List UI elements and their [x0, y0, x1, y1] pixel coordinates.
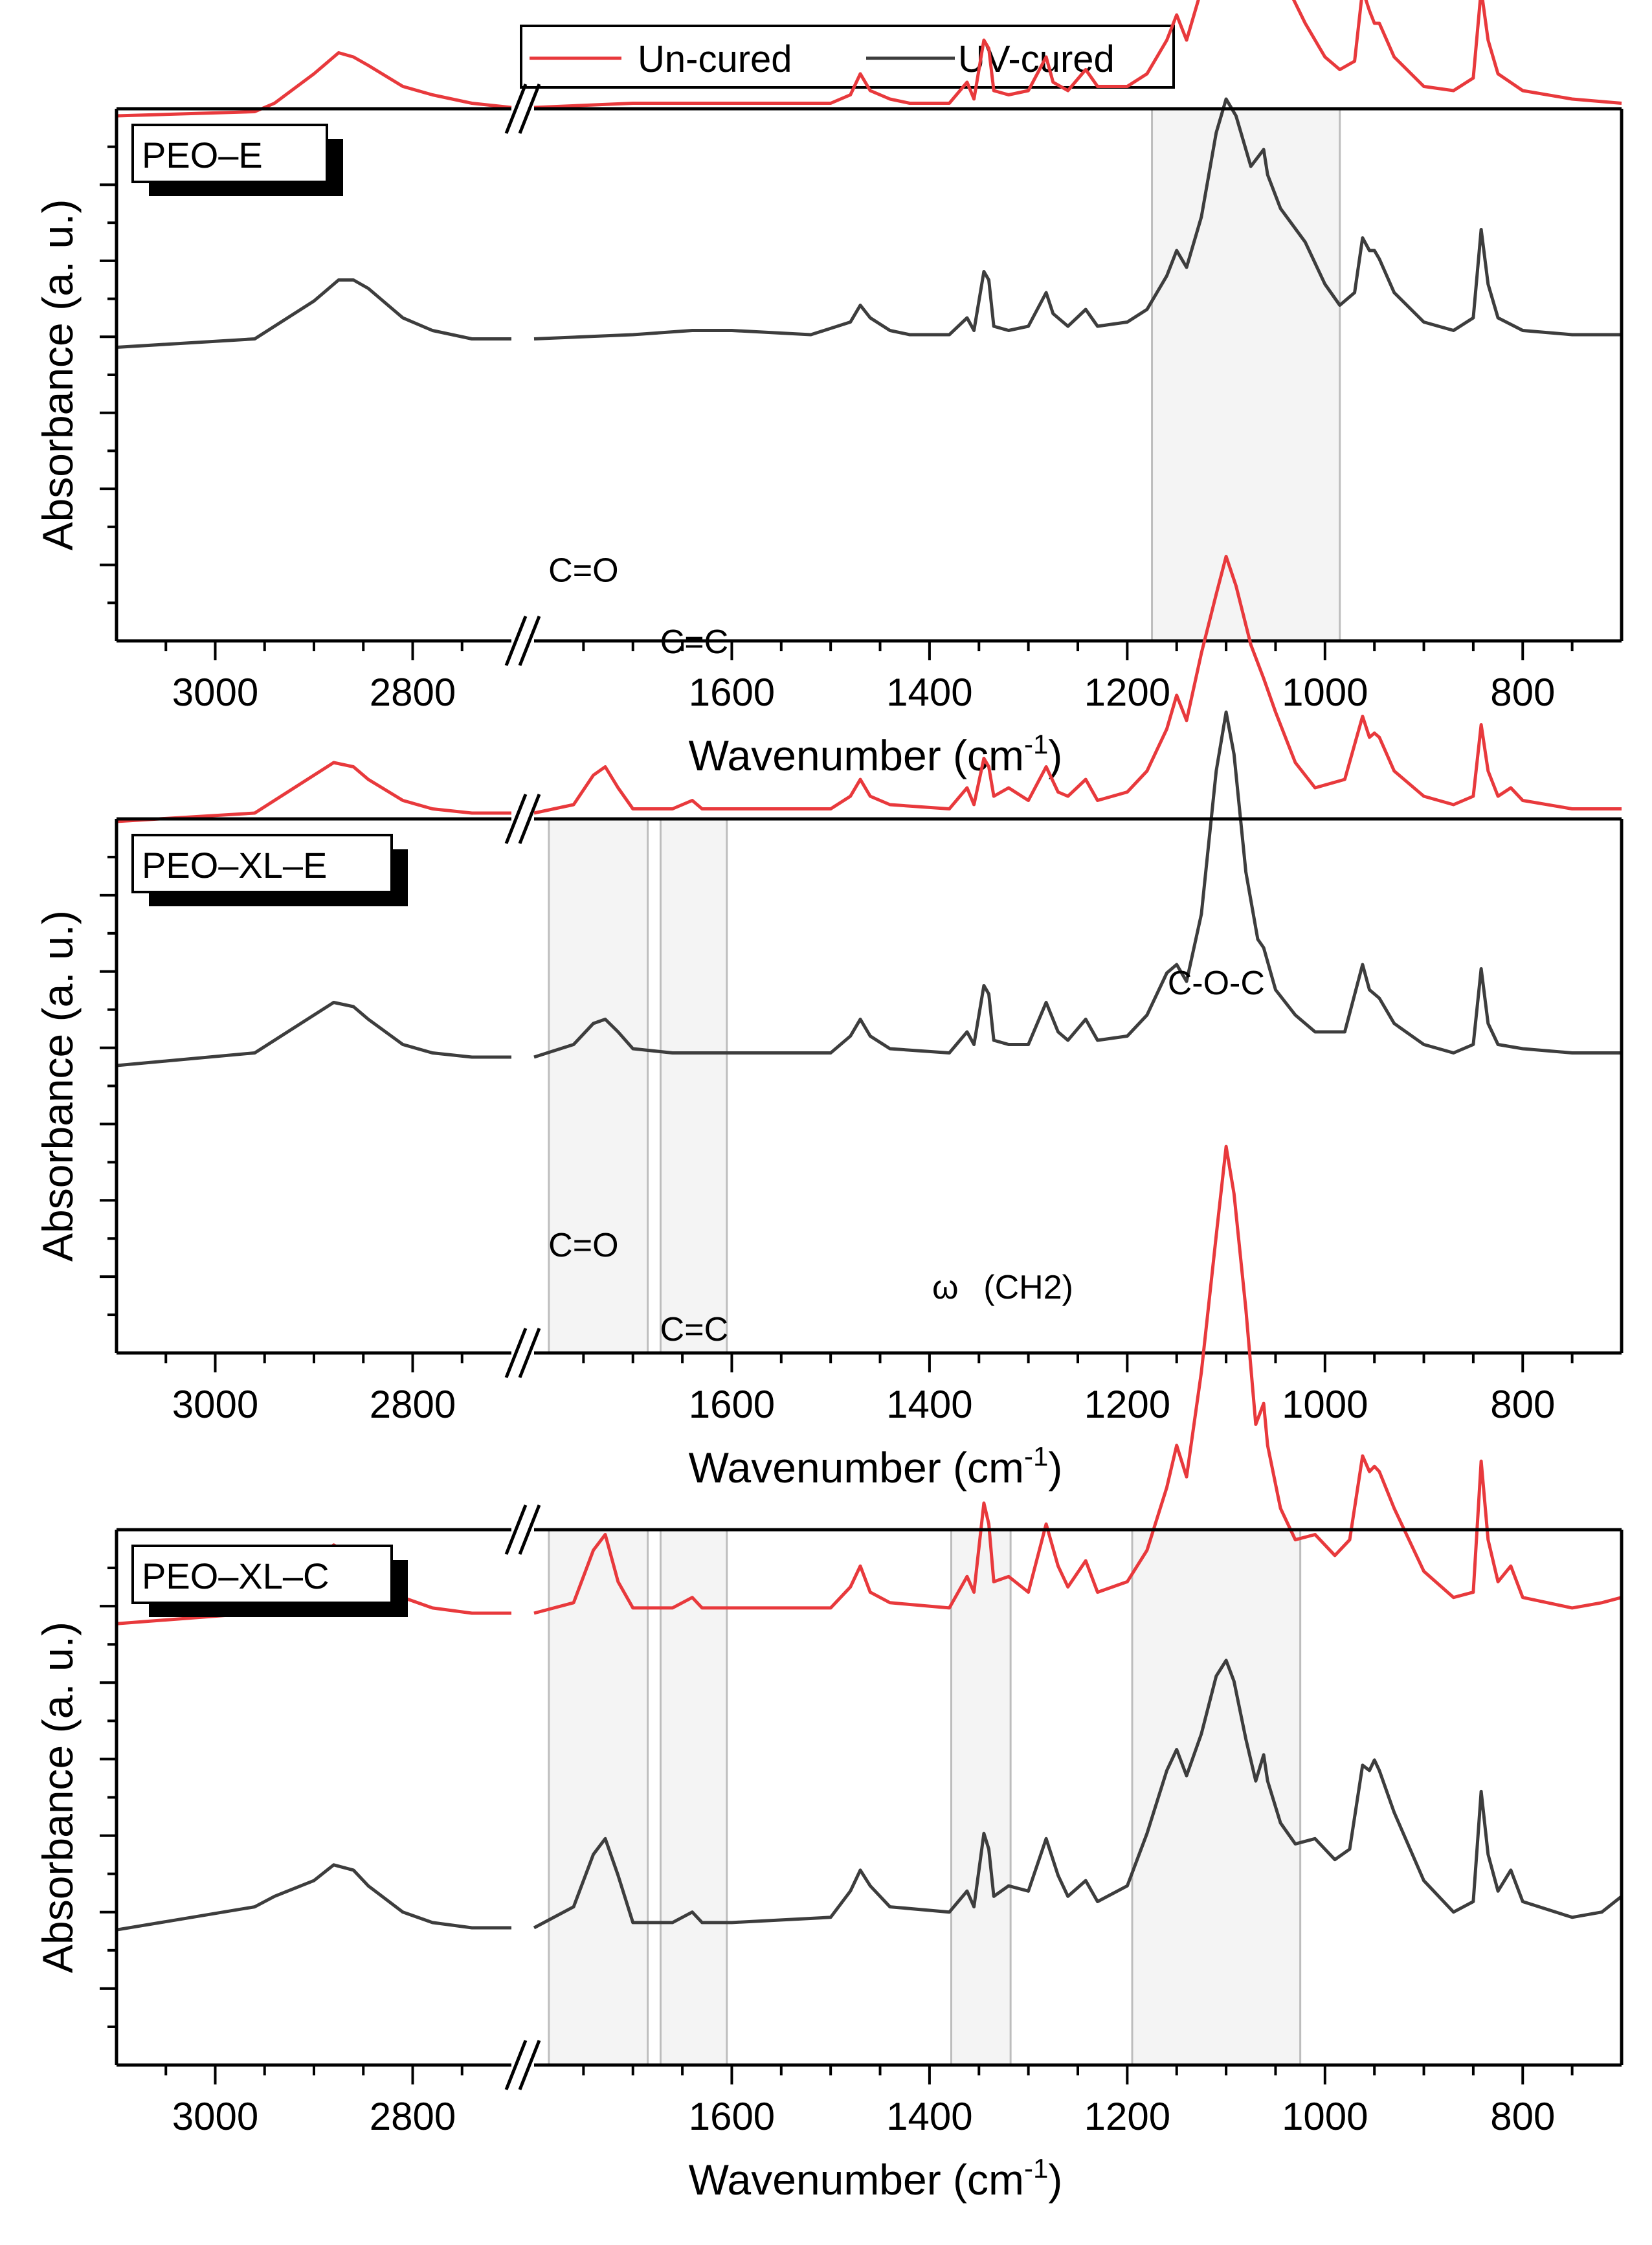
series-line-uvcured — [533, 1659, 1623, 1930]
series-line-uvcured — [533, 710, 1622, 1059]
y-axis-label: Absorbance (a. u.) — [34, 199, 82, 551]
series-line-uncured — [533, 555, 1622, 815]
series-line-uvcured — [116, 278, 511, 349]
axis-break-mark — [504, 1328, 528, 1378]
peak-annotation: C-O-C — [1168, 965, 1265, 1002]
x-tick-label: 1400 — [886, 2095, 972, 2138]
x-tick-label: 2800 — [370, 2095, 456, 2138]
axis-break-mark — [518, 1328, 541, 1378]
peak-annotation: C=O — [548, 552, 618, 590]
x-tick-label: 1000 — [1282, 671, 1368, 714]
x-tick-label: 1200 — [1084, 671, 1170, 714]
series-line-uncured — [533, 0, 1622, 109]
axis-break-mark — [518, 84, 541, 134]
x-tick-label: 800 — [1490, 671, 1555, 714]
series-line-uncured — [116, 761, 511, 823]
peak-annotation: ω — [932, 1269, 959, 1306]
axis-break-mark — [518, 616, 541, 666]
x-tick-label: 1200 — [1084, 1383, 1170, 1426]
legend: Un-cured UV-cured — [520, 25, 1175, 89]
x-tick-label: 1600 — [689, 1383, 775, 1426]
x-tick-label: 3000 — [172, 671, 258, 714]
axis-break-mark — [504, 84, 528, 134]
panel-title-box — [131, 124, 328, 183]
panel-title: PEO–E — [142, 135, 263, 175]
legend-box — [520, 25, 1175, 89]
peak-annotation: C=C — [660, 1311, 728, 1348]
axis-break-mark — [504, 1504, 528, 1555]
series-line-uncured — [116, 51, 512, 118]
panel-peo-xl-e: 3000 2800 1600 1400 1200 1000 800 Wavenumber (c… — [34, 552, 1624, 1491]
x-tick-label: 2800 — [370, 1383, 456, 1426]
x-tick-label: 3000 — [172, 1383, 258, 1426]
shaded-region — [548, 818, 649, 1354]
x-tick-label: 1000 — [1282, 2095, 1368, 2138]
peak-annotation: (CH2) — [983, 1269, 1073, 1306]
axis-break-mark — [504, 794, 528, 844]
shaded-region — [1151, 107, 1341, 642]
x-tick-label: 1600 — [689, 671, 775, 714]
x-tick-label: 1000 — [1282, 1383, 1368, 1426]
y-axis-label: Absorbance (a. u.) — [34, 1622, 82, 1973]
panel-title-box — [131, 834, 393, 893]
panel-title: PEO–XL–E — [142, 845, 327, 886]
shaded-region — [950, 1528, 1012, 2066]
x-axis-label: Wavenumber (cm-1) — [689, 2153, 1063, 2204]
x-tick-label: 3000 — [172, 2095, 258, 2138]
series-line-uvcured — [116, 1001, 511, 1067]
series-line-uvcured — [533, 97, 1622, 341]
axis-break-mark — [518, 794, 541, 844]
legend-label-uncured: Un-cured — [638, 38, 792, 80]
x-axis-label: Wavenumber (cm-1) — [689, 729, 1063, 779]
series-line-uncured — [533, 1145, 1622, 1615]
x-tick-label: 800 — [1490, 2095, 1555, 2138]
peak-annotation: C=O — [548, 1227, 618, 1264]
axis-break-mark — [518, 2040, 541, 2090]
panel-title-box — [131, 1545, 393, 1604]
y-axis-label: Absorbance (a. u.) — [34, 910, 82, 1262]
shaded-region — [659, 1528, 728, 2066]
axis-break-mark — [504, 2040, 528, 2090]
shaded-region — [659, 818, 728, 1354]
x-tick-label: 2800 — [370, 671, 456, 714]
x-axis-label: Wavenumber (cm-1) — [689, 1441, 1063, 1491]
x-tick-label: 1400 — [886, 671, 972, 714]
series-line-uvcured — [116, 1863, 511, 1932]
peak-annotation: C=C — [660, 623, 728, 661]
x-tick-label: 800 — [1490, 1383, 1555, 1426]
shaded-region — [548, 1528, 649, 2066]
panel-title: PEO–XL–C — [142, 1556, 329, 1596]
x-tick-label: 1600 — [689, 2095, 775, 2138]
x-tick-label: 1400 — [886, 1383, 972, 1426]
panel-peo-xl-c: 3000 2800 1600 1400 1200 1000 800 Wavenumber (c… — [34, 965, 1624, 2204]
axis-break-mark — [504, 616, 528, 666]
panel-peo-e: 3000 2800 1600 1400 1200 1000 800 Wavenumber (c… — [34, 0, 1624, 779]
axis-break-mark — [518, 1504, 541, 1555]
x-tick-label: 1200 — [1084, 2095, 1170, 2138]
